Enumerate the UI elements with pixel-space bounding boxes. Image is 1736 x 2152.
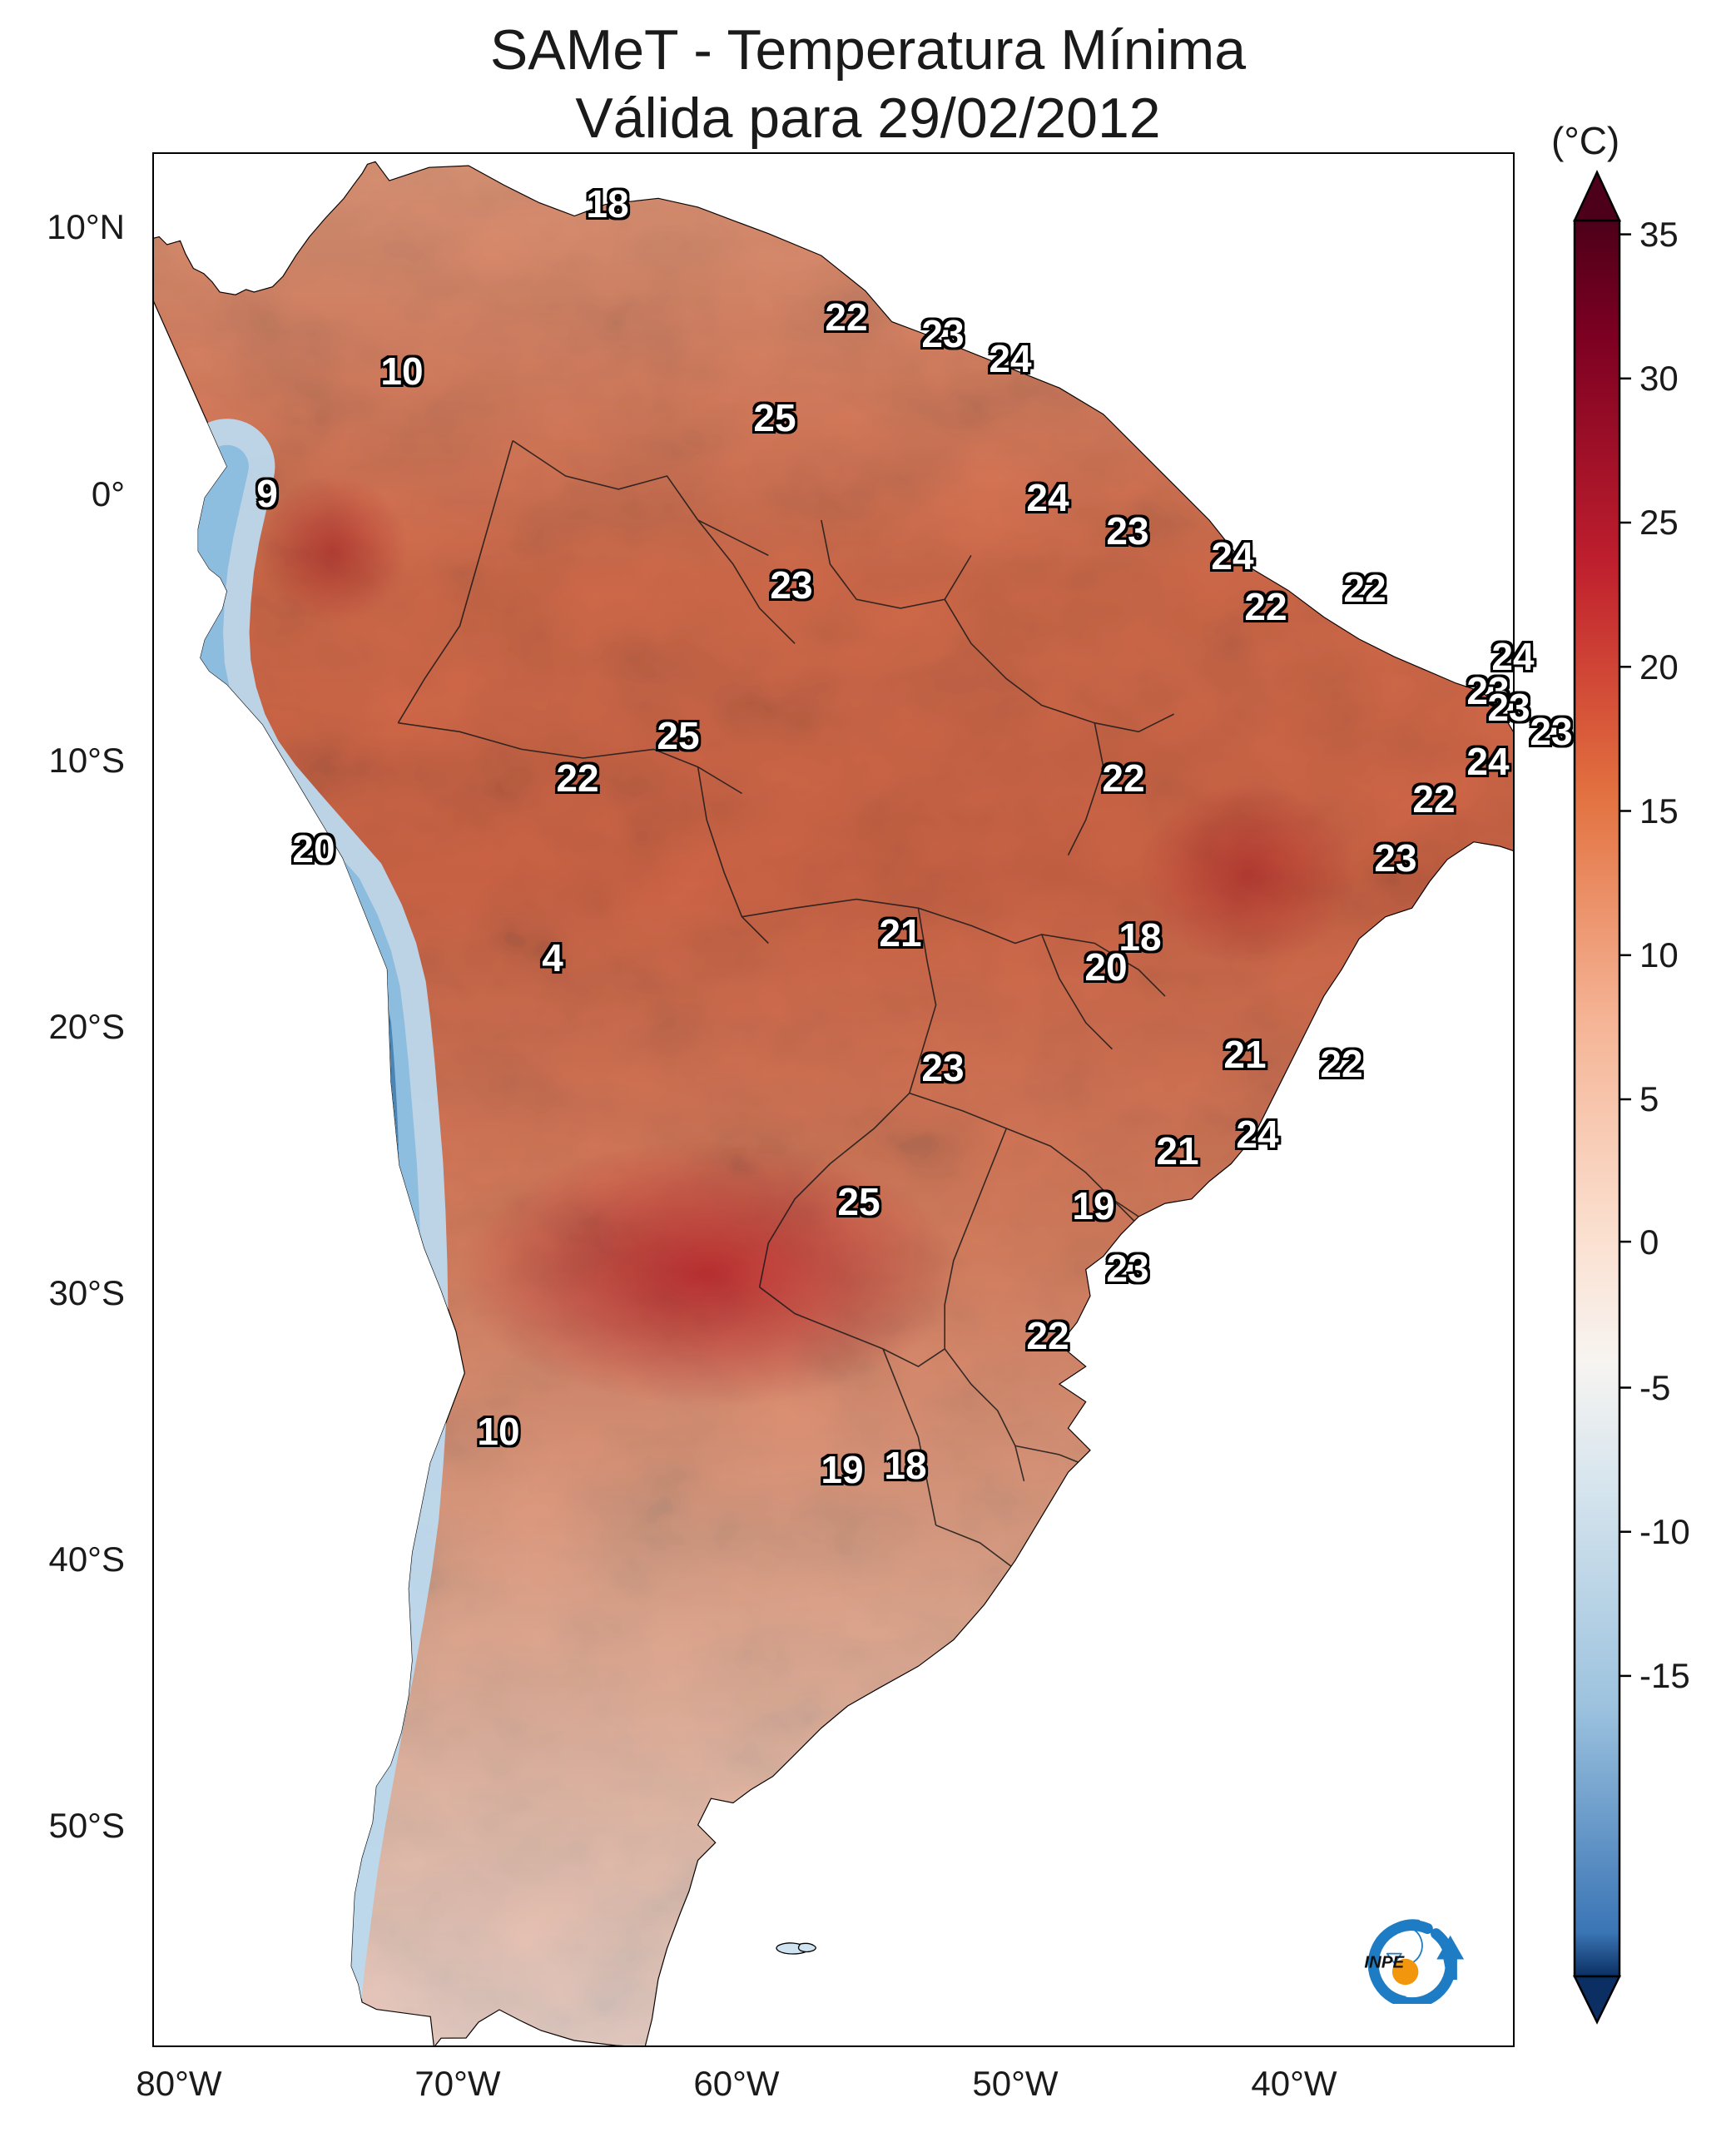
svg-text:0: 0	[1639, 1222, 1659, 1262]
svg-text:INPE: INPE	[1364, 1953, 1405, 1972]
svg-text:20: 20	[1639, 647, 1679, 687]
svg-text:25: 25	[1639, 503, 1679, 542]
svg-text:15: 15	[1639, 791, 1679, 831]
svg-text:10: 10	[1639, 935, 1679, 974]
svg-text:-10: -10	[1639, 1512, 1690, 1551]
svg-text:30: 30	[1639, 359, 1679, 398]
svg-text:-15: -15	[1639, 1656, 1690, 1695]
svg-text:-5: -5	[1639, 1368, 1670, 1407]
svg-text:(°C): (°C)	[1551, 119, 1619, 162]
svg-text:35: 35	[1639, 215, 1679, 254]
svg-text:5: 5	[1639, 1079, 1659, 1118]
